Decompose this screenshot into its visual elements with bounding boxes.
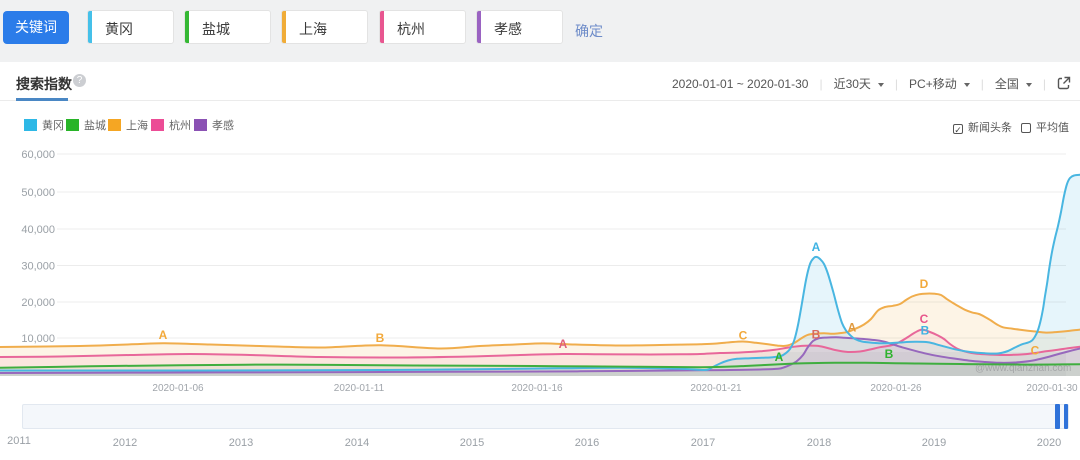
svg-text:B: B <box>376 331 385 345</box>
svg-text:10,000: 10,000 <box>21 333 55 345</box>
svg-text:B: B <box>885 347 894 361</box>
svg-text:2020-01-30: 2020-01-30 <box>1026 383 1078 394</box>
svg-text:D: D <box>920 277 929 291</box>
svg-text:C: C <box>920 312 929 326</box>
svg-text:30,000: 30,000 <box>21 261 55 273</box>
svg-text:B: B <box>812 328 821 342</box>
svg-text:2020-01-11: 2020-01-11 <box>334 383 385 394</box>
svg-text:50,000: 50,000 <box>21 187 55 199</box>
svg-text:40,000: 40,000 <box>21 224 55 236</box>
svg-text:A: A <box>775 350 784 364</box>
svg-text:C: C <box>739 329 748 343</box>
svg-text:A: A <box>559 337 568 351</box>
svg-text:A: A <box>812 240 821 254</box>
svg-text:20,000: 20,000 <box>21 297 55 309</box>
svg-text:@www.qianzhan.com: @www.qianzhan.com <box>975 363 1071 374</box>
svg-text:2020-01-21: 2020-01-21 <box>690 383 742 394</box>
svg-text:2020-01-16: 2020-01-16 <box>511 383 563 394</box>
svg-text:B: B <box>921 324 930 338</box>
svg-text:A: A <box>848 321 857 335</box>
svg-text:C: C <box>1031 344 1040 358</box>
svg-text:A: A <box>159 328 168 342</box>
svg-text:2020-01-26: 2020-01-26 <box>870 383 922 394</box>
svg-text:2020-01-06: 2020-01-06 <box>152 383 204 394</box>
svg-text:60,000: 60,000 <box>21 149 55 161</box>
